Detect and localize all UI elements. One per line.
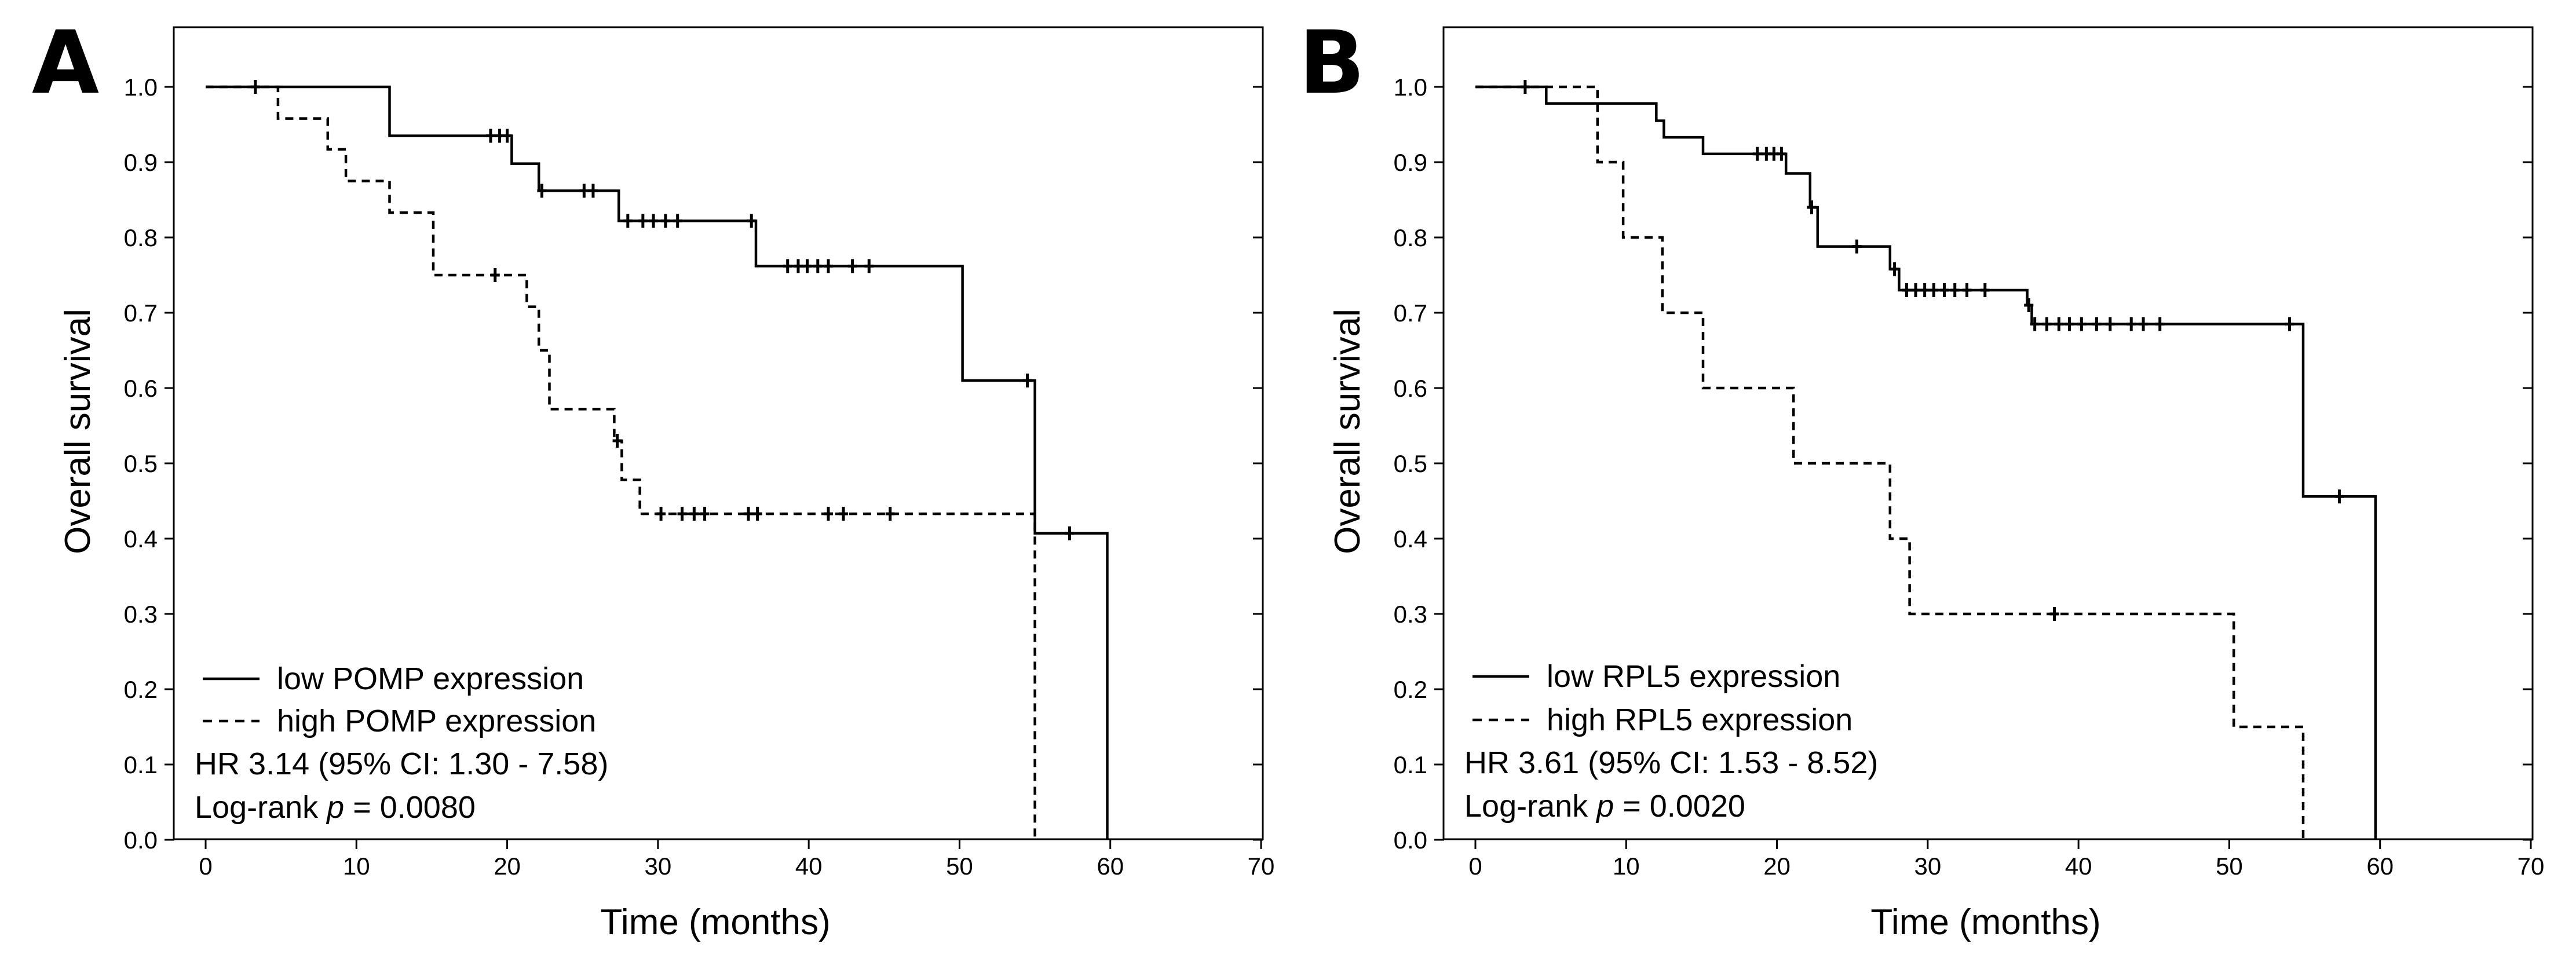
panel-label-b: B (1299, 13, 1365, 114)
survival-curve-high (1475, 85, 2305, 840)
x-tick-label: 60 (1097, 853, 1124, 880)
x-axis-title-a: Time (months) (600, 902, 830, 942)
y-tick-label: 0.8 (1394, 224, 1427, 251)
x-tick-label: 70 (2517, 853, 2545, 880)
survival-curves-b (1475, 80, 2377, 840)
panel-b: B Overall survival Time (months) 0 10 20 30… (1299, 13, 2544, 942)
survival-curve-low (206, 85, 1109, 840)
x-axis-title-b: Time (months) (1870, 902, 2100, 942)
y-axis-title-a: Overall survival (58, 309, 98, 554)
x-tick-label: 10 (1613, 853, 1640, 880)
legend-b: low RPL5 expression high RPL5 expression (1472, 659, 1852, 737)
panel-label-a: A (32, 13, 99, 114)
x-tick-label: 20 (494, 853, 521, 880)
y-ticks-b: 0.0 0.1 0.2 0.3 0.4 0.5 0.6 0.7 0.8 0.9 1.0 (1394, 74, 2533, 854)
survival-curve-high (206, 85, 1036, 840)
x-tick-label: 30 (1914, 853, 1941, 880)
y-tick-label: 0.5 (1394, 450, 1427, 477)
x-tick-label: 20 (1763, 853, 1791, 880)
y-axis-title-b: Overall survival (1328, 309, 1368, 554)
y-tick-label: 0.2 (124, 676, 158, 703)
y-tick-label: 0.6 (124, 375, 158, 402)
plot-frame-b (1442, 26, 2534, 840)
x-tick-label: 40 (2065, 853, 2092, 880)
survival-curves-a (206, 80, 1109, 840)
y-tick-label: 0.2 (1394, 676, 1427, 703)
x-ticks-a: 0 10 20 30 40 50 60 70 (199, 839, 1274, 880)
hr-text-b: HR 3.61 (95% CI: 1.53 - 8.52) (1464, 745, 1878, 780)
x-tick-label: 70 (1248, 853, 1275, 880)
hr-text-a: HR 3.14 (95% CI: 1.30 - 7.58) (195, 747, 608, 781)
y-tick-label: 1.0 (124, 74, 158, 101)
x-tick-label: 50 (946, 853, 973, 880)
legend-a: low POMP expression high POMP expression (203, 661, 596, 738)
y-tick-label: 0.7 (124, 299, 158, 327)
logrank-text-a: Log-rank p = 0.0080 (195, 790, 476, 825)
y-tick-label: 0.8 (124, 224, 158, 251)
y-tick-label: 0.3 (1394, 601, 1427, 628)
legend-label-low-b: low RPL5 expression (1547, 659, 1840, 694)
logrank-text-b: Log-rank p = 0.0020 (1464, 789, 1745, 824)
x-tick-label: 10 (343, 853, 370, 880)
legend-label-high-a: high POMP expression (277, 704, 596, 738)
y-tick-label: 0.1 (124, 751, 158, 778)
y-ticks-a: 0.0 0.1 0.2 0.3 0.4 0.5 0.6 0.7 0.8 0.9 1.0 (124, 74, 1263, 854)
y-tick-label: 0.1 (1394, 751, 1427, 778)
legend-label-high-b: high RPL5 expression (1547, 703, 1852, 737)
legend-label-low-a: low POMP expression (277, 661, 584, 696)
y-tick-label: 0.5 (124, 450, 158, 477)
y-tick-label: 0.4 (124, 525, 158, 553)
y-tick-label: 0.4 (1394, 525, 1427, 553)
x-tick-label: 0 (199, 853, 212, 880)
survival-curve-low (1475, 85, 2377, 840)
y-tick-label: 0.0 (1394, 826, 1427, 854)
panel-a: A Overall survival Time (months) 0 10 20 30… (32, 13, 1274, 942)
x-tick-label: 30 (644, 853, 671, 880)
y-tick-label: 0.6 (1394, 375, 1427, 402)
y-tick-label: 0.3 (124, 601, 158, 628)
y-tick-label: 0.0 (124, 826, 158, 854)
x-ticks-b: 0 10 20 30 40 50 60 70 (1468, 839, 2544, 880)
y-tick-label: 0.9 (124, 149, 158, 176)
x-tick-label: 50 (2216, 853, 2243, 880)
x-tick-label: 60 (2366, 853, 2394, 880)
y-tick-label: 0.9 (1394, 149, 1427, 176)
x-tick-label: 0 (1468, 853, 1482, 880)
plot-frame-a (173, 26, 1264, 840)
x-tick-label: 40 (795, 853, 823, 880)
y-tick-label: 1.0 (1394, 74, 1427, 101)
y-tick-label: 0.7 (1394, 299, 1427, 327)
